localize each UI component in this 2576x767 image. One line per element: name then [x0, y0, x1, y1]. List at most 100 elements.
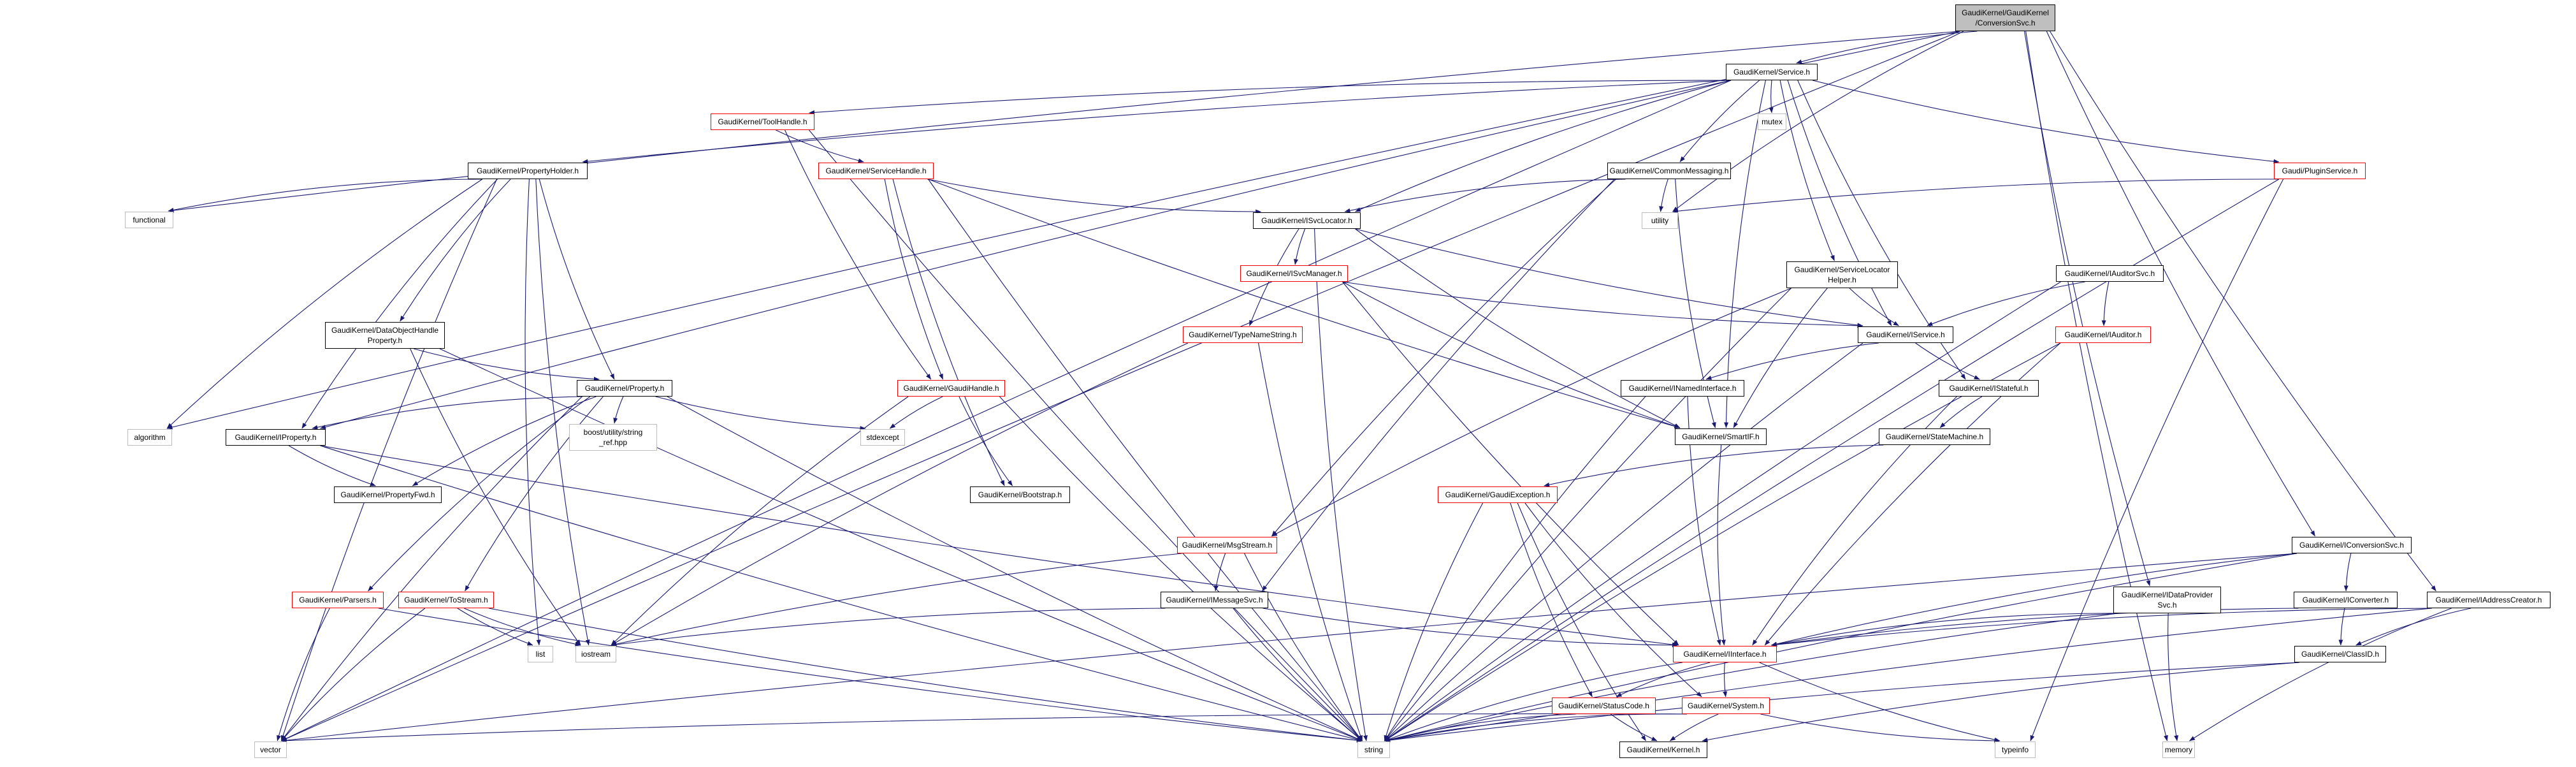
- graph-node-imessagesvc[interactable]: GaudiKernel/IMessageSvc.h: [1161, 592, 1268, 608]
- graph-node-propertyholder[interactable]: GaudiKernel/PropertyHolder.h: [468, 163, 588, 179]
- graph-node-servicehandle[interactable]: GaudiKernel/ServiceHandle.h: [818, 163, 934, 179]
- graph-node-kernel[interactable]: GaudiKernel/Kernel.h: [1619, 741, 1707, 758]
- graph-node-toolhandle[interactable]: GaudiKernel/ToolHandle.h: [711, 113, 814, 130]
- include-edge-isvclocator-to-isvcmanager: [1294, 228, 1306, 265]
- include-edge-iservice-to-inamedinterface: [1705, 342, 1879, 380]
- include-edge-statuscode-to-string: [1384, 713, 1576, 742]
- graph-node-boost_string_ref[interactable]: boost/utility/string _ref.hpp: [569, 424, 657, 451]
- graph-node-smartif[interactable]: GaudiKernel/SmartIF.h: [1675, 428, 1767, 445]
- graph-node-label: GaudiKernel/DataObjectHandle: [331, 325, 439, 335]
- include-edge-service-to-pluginservice: [1812, 80, 2280, 164]
- graph-node-label: GaudiKernel/StatusCode.h: [1558, 701, 1649, 710]
- graph-node-propertyfwd[interactable]: GaudiKernel/PropertyFwd.h: [334, 486, 442, 503]
- graph-node-label: GaudiKernel/IAuditorSvc.h: [2064, 268, 2155, 278]
- graph-node-iconverter[interactable]: GaudiKernel/IConverter.h: [2294, 592, 2398, 608]
- graph-node-istateful[interactable]: GaudiKernel/IStateful.h: [1939, 380, 2039, 397]
- graph-node-utility[interactable]: utility: [1642, 212, 1678, 229]
- include-edge-tostream-to-list: [457, 608, 533, 646]
- include-edge-property-to-iproperty: [312, 396, 583, 430]
- include-edge-tostream-to-iostream: [463, 608, 581, 646]
- graph-node-algorithm[interactable]: algorithm: [127, 429, 172, 446]
- graph-node-label: GaudiKernel/IMessageSvc.h: [1166, 595, 1263, 604]
- include-edge-commonmessaging-to-msgstream: [1271, 179, 1617, 537]
- include-edge-service-to-iservice: [1787, 80, 1892, 326]
- include-edge-iinterface-to-typeinfo: [1759, 662, 2001, 742]
- include-edge-servicelocatorhelper-to-string: [1384, 288, 1791, 741]
- include-edge-imessagesvc-to-string: [1233, 608, 1363, 741]
- graph-node-idataprovidersvc[interactable]: GaudiKernel/IDataProvider Svc.h: [2113, 587, 2221, 613]
- graph-node-label: Gaudi/PluginService.h: [2282, 166, 2358, 175]
- graph-node-label: GaudiKernel/GaudiKernel: [1962, 8, 2049, 17]
- graph-node-label: GaudiKernel/SmartIF.h: [1682, 432, 1760, 441]
- graph-node-service[interactable]: GaudiKernel/Service.h: [1726, 64, 1818, 80]
- graph-node-typenamestring[interactable]: GaudiKernel/TypeNameString.h: [1183, 326, 1303, 343]
- include-edge-idataprovidersvc-to-string: [1384, 613, 2118, 742]
- graph-node-bootstrap[interactable]: GaudiKernel/Bootstrap.h: [970, 486, 1070, 503]
- graph-node-property[interactable]: GaudiKernel/Property.h: [577, 380, 672, 397]
- graph-node-label: typeinfo: [2001, 745, 2029, 754]
- graph-node-stdexcept[interactable]: stdexcept: [860, 429, 905, 446]
- graph-node-label: GaudiKernel/Property.h: [584, 383, 665, 393]
- graph-node-iproperty[interactable]: GaudiKernel/IProperty.h: [226, 429, 326, 446]
- graph-node-label: /ConversionSvc.h: [1975, 18, 2036, 27]
- include-edge-service-to-servicelocatorhelper: [1779, 80, 1835, 261]
- graph-node-label: GaudiKernel/IInterface.h: [1683, 649, 1767, 659]
- graph-node-memory[interactable]: memory: [2162, 741, 2195, 758]
- graph-node-system[interactable]: GaudiKernel/System.h: [1682, 698, 1770, 714]
- graph-node-dataobjecthandleproperty[interactable]: GaudiKernel/DataObjectHandle Property.h: [325, 322, 445, 349]
- graph-node-label: vector: [260, 745, 281, 754]
- include-edge-conversionsvc-to-service: [1796, 31, 1978, 64]
- include-edge-conversionsvc-to-iaddresscreator: [2050, 31, 2436, 592]
- include-edge-msgstream-to-string: [1244, 553, 1363, 741]
- graph-node-iauditorsvc[interactable]: GaudiKernel/IAuditorSvc.h: [2056, 265, 2164, 282]
- include-edge-tostream-to-string: [488, 608, 1363, 743]
- include-edge-system-to-vector: [281, 713, 1688, 743]
- graph-node-tostream[interactable]: GaudiKernel/ToStream.h: [398, 592, 494, 608]
- include-edge-iauditorsvc-to-iauditor: [2101, 281, 2109, 326]
- include-edge-isvclocator-to-smartif: [1355, 228, 1681, 428]
- graph-node-isvcmanager[interactable]: GaudiKernel/ISvcManager.h: [1240, 265, 1348, 282]
- include-edge-iservice-to-istateful: [1915, 342, 1980, 380]
- graph-node-typeinfo[interactable]: typeinfo: [1995, 741, 2036, 758]
- include-edge-iauditorsvc-to-iservice: [1927, 281, 2085, 326]
- graph-node-conversionsvc: GaudiKernel/GaudiKernel/ConversionSvc.h: [1955, 4, 2055, 31]
- graph-node-label: _ref.hpp: [598, 438, 628, 447]
- graph-node-msgstream[interactable]: GaudiKernel/MsgStream.h: [1177, 537, 1277, 553]
- graph-node-servicelocatorhelper[interactable]: GaudiKernel/ServiceLocator Helper.h: [1786, 261, 1898, 288]
- include-edge-toolhandle-to-servicehandle: [776, 129, 864, 163]
- graph-node-classid[interactable]: GaudiKernel/ClassID.h: [2294, 646, 2386, 662]
- include-edge-property-to-vector: [281, 396, 582, 741]
- graph-node-functional[interactable]: functional: [125, 212, 173, 228]
- include-edge-conversionsvc-to-idataprovidersvc: [2023, 31, 2151, 587]
- graph-node-iauditor[interactable]: GaudiKernel/IAuditor.h: [2055, 326, 2151, 343]
- graph-node-statuscode[interactable]: GaudiKernel/StatusCode.h: [1552, 698, 1656, 714]
- graph-node-label: GaudiKernel/GaudiException.h: [1445, 490, 1551, 499]
- include-edge-servicelocatorhelper-to-smartif: [1733, 288, 1828, 428]
- graph-node-gaudihandle[interactable]: GaudiKernel/GaudiHandle.h: [897, 380, 1005, 397]
- graph-node-list[interactable]: list: [528, 646, 553, 662]
- graph-node-label: GaudiKernel/IConverter.h: [2302, 595, 2389, 604]
- graph-node-iservice[interactable]: GaudiKernel/IService.h: [1858, 326, 1953, 343]
- graph-node-mutex[interactable]: mutex: [1758, 113, 1786, 130]
- graph-node-iaddresscreator[interactable]: GaudiKernel/IAddressCreator.h: [2427, 592, 2551, 608]
- graph-node-iostream[interactable]: iostream: [575, 646, 616, 662]
- graph-node-commonmessaging[interactable]: GaudiKernel/CommonMessaging.h: [1607, 163, 1731, 179]
- graph-node-label: iostream: [581, 649, 611, 659]
- graph-node-gaudiexception[interactable]: GaudiKernel/GaudiException.h: [1438, 486, 1558, 503]
- include-edge-dataobjecthandleproperty-to-property: [413, 348, 600, 381]
- include-edge-tostream-to-vector: [281, 608, 426, 741]
- graph-node-label: string: [1364, 745, 1384, 754]
- graph-node-isvclocator[interactable]: GaudiKernel/ISvcLocator.h: [1253, 212, 1361, 229]
- graph-node-label: GaudiKernel/GaudiHandle.h: [903, 383, 999, 393]
- graph-node-inamedinterface[interactable]: GaudiKernel/INamedInterface.h: [1621, 380, 1744, 397]
- graph-node-label: boost/utility/string: [583, 427, 643, 437]
- graph-node-parsers[interactable]: GaudiKernel/Parsers.h: [292, 592, 384, 608]
- include-edge-system-to-typeinfo: [1760, 713, 2001, 743]
- graph-node-iconversionsvc[interactable]: GaudiKernel/IConversionSvc.h: [2292, 537, 2412, 553]
- graph-node-iinterface[interactable]: GaudiKernel/IInterface.h: [1673, 646, 1777, 662]
- graph-node-pluginservice[interactable]: Gaudi/PluginService.h: [2274, 163, 2366, 179]
- graph-node-string[interactable]: string: [1357, 741, 1390, 758]
- graph-node-vector[interactable]: vector: [254, 741, 287, 758]
- graph-node-statemachine[interactable]: GaudiKernel/StateMachine.h: [1879, 428, 1990, 445]
